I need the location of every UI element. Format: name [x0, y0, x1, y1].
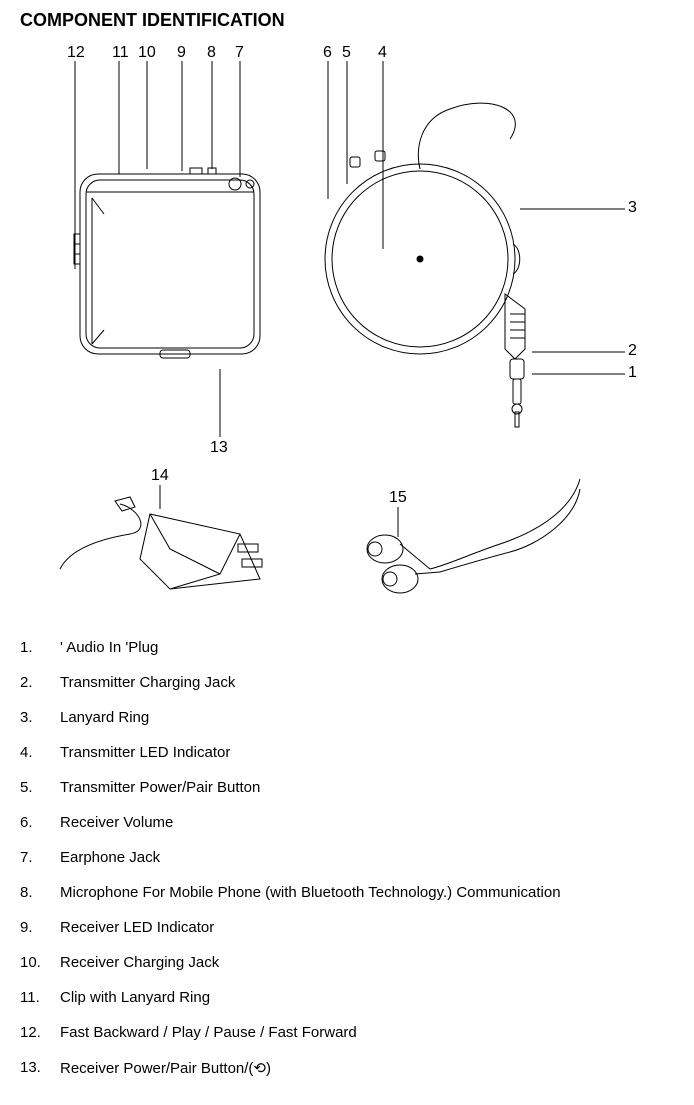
earphones-device	[367, 479, 580, 593]
diagram-area: 12 11 10 9 8 7 6 5 4 3 2 1 13 14 15	[20, 39, 640, 619]
list-item: 8. Microphone For Mobile Phone (with Blu…	[20, 884, 674, 901]
list-text: Transmitter Power/Pair Button	[60, 779, 674, 796]
diagram-svg	[20, 39, 640, 619]
list-num: 5.	[20, 779, 60, 796]
list-item: 9. Receiver LED Indicator	[20, 919, 674, 936]
list-num: 2.	[20, 674, 60, 691]
list-item: 10. Receiver Charging Jack	[20, 954, 674, 971]
list-text: Earphone Jack	[60, 849, 674, 866]
list-item: 3. Lanyard Ring	[20, 709, 674, 726]
list-item: 6. Receiver Volume	[20, 814, 674, 831]
list-item: 11. Clip with Lanyard Ring	[20, 989, 674, 1006]
list-text: Microphone For Mobile Phone (with Blueto…	[60, 884, 674, 901]
list-num: 9.	[20, 919, 60, 936]
list-item: 5. Transmitter Power/Pair Button	[20, 779, 674, 796]
list-num: 7.	[20, 849, 60, 866]
list-text: Receiver LED Indicator	[60, 919, 674, 936]
list-text: Fast Backward / Play / Pause / Fast Forw…	[60, 1024, 674, 1041]
list-num: 8.	[20, 884, 60, 901]
list-item: 2. Transmitter Charging Jack	[20, 674, 674, 691]
list-item: 4. Transmitter LED Indicator	[20, 744, 674, 761]
list-text: Receiver Charging Jack	[60, 954, 674, 971]
list-text: Receiver Power/Pair Button/(⟲)	[60, 1059, 674, 1077]
list-num: 3.	[20, 709, 60, 726]
list-item: 13. Receiver Power/Pair Button/(⟲)	[20, 1059, 674, 1077]
list-text: Clip with Lanyard Ring	[60, 989, 674, 1006]
list-item: 12. Fast Backward / Play / Pause / Fast …	[20, 1024, 674, 1041]
component-list: 1. ' Audio In 'Plug 2. Transmitter Charg…	[20, 639, 674, 1077]
list-num: 1.	[20, 639, 60, 656]
list-item: 1. ' Audio In 'Plug	[20, 639, 674, 656]
page-title: COMPONENT IDENTIFICATION	[20, 10, 674, 31]
receiver-device	[74, 168, 260, 358]
list-num: 13.	[20, 1059, 60, 1077]
list-item: 7. Earphone Jack	[20, 849, 674, 866]
list-text: Transmitter LED Indicator	[60, 744, 674, 761]
transmitter-device	[325, 103, 525, 427]
list-text: Transmitter Charging Jack	[60, 674, 674, 691]
list-num: 12.	[20, 1024, 60, 1041]
list-num: 10.	[20, 954, 60, 971]
list-num: 4.	[20, 744, 60, 761]
list-text: Receiver Volume	[60, 814, 674, 831]
adapter-device	[60, 497, 262, 589]
list-num: 6.	[20, 814, 60, 831]
list-text: Lanyard Ring	[60, 709, 674, 726]
list-num: 11.	[20, 989, 60, 1006]
list-text: ' Audio In 'Plug	[60, 639, 674, 656]
